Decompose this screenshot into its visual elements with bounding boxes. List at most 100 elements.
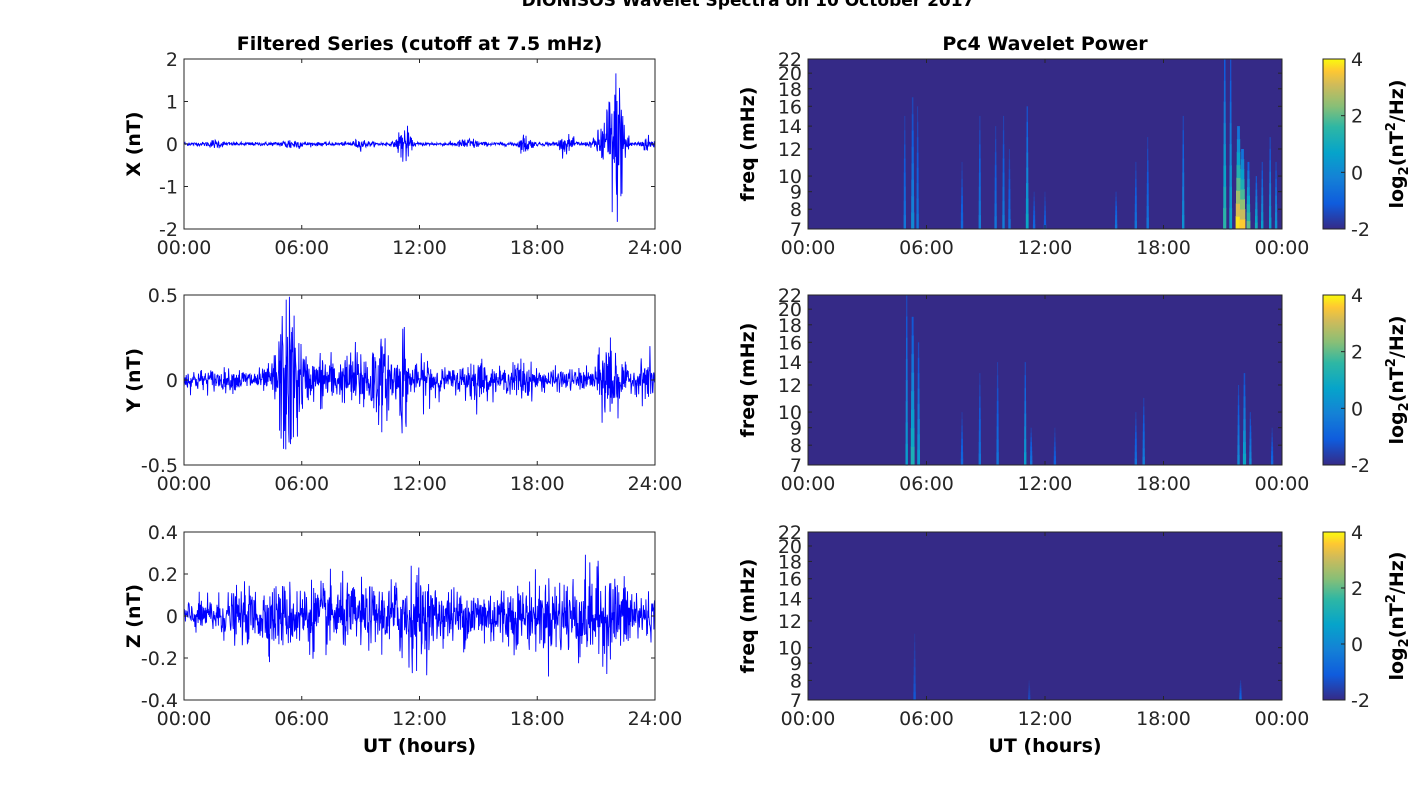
heatmap-panel-1-power-event bbox=[1223, 101, 1226, 124]
heatmap-panel-2-power-event bbox=[911, 390, 915, 410]
heatmap-panel-1-power-event bbox=[904, 144, 906, 159]
heatmap-panel-2-power-event bbox=[1271, 437, 1273, 443]
heatmap-panel-1-power-event bbox=[1261, 220, 1264, 230]
heatmap-panel-2-colorbar-label: log2(nT2/Hz) bbox=[1384, 315, 1412, 444]
heatmap-panel-1-colorbar-tick-label: 4 bbox=[1351, 49, 1363, 71]
line-panel-3-ytick-label: 0.2 bbox=[148, 564, 178, 586]
heatmap-panel-1-power-event bbox=[1002, 158, 1005, 173]
heatmap-panel-1-ytick-label: 18 bbox=[778, 79, 802, 101]
heatmap-panel-1-power-event bbox=[1255, 195, 1258, 203]
heatmap-panel-3-colorbar-tick-label: -2 bbox=[1351, 690, 1370, 712]
heatmap-panel-2-power-event bbox=[1142, 439, 1145, 449]
heatmap-panel-2-ytick-label: 14 bbox=[778, 352, 802, 374]
heatmap-panel-1-power-event bbox=[1033, 210, 1036, 216]
heatmap-panel-1-power-event bbox=[1026, 152, 1029, 169]
heatmap-panel-1-power-event bbox=[961, 178, 963, 188]
heatmap-panel-2-power-event bbox=[1030, 460, 1033, 466]
heatmap-panel-1-power-event bbox=[1261, 161, 1263, 171]
heatmap-panel-1-power-event bbox=[1255, 176, 1257, 184]
heatmap-panel-3-power-event bbox=[1028, 682, 1030, 686]
heatmap-panel-2-power-event bbox=[1135, 418, 1137, 426]
line-panel-1-ytick-label: -1 bbox=[159, 177, 178, 199]
heatmap-panel-2-power-event bbox=[1142, 448, 1145, 458]
heatmap-panel-2-power-event bbox=[1030, 451, 1033, 457]
heatmap-panel-3-xtick-label: 06:00 bbox=[899, 708, 954, 730]
heatmap-panel-1-power-event bbox=[961, 195, 963, 205]
heatmap-panel-2-ytick-label: 22 bbox=[778, 285, 802, 307]
heatmap-panel-2-power-event bbox=[1237, 425, 1240, 436]
heatmap-panel-2-power-event bbox=[1243, 384, 1246, 397]
heatmap-panel-2-power-event bbox=[1134, 438, 1137, 446]
heatmap-panel-3-ytick-label: 14 bbox=[778, 588, 802, 610]
heatmap-panel-2-power-event bbox=[979, 407, 981, 420]
heatmap-panel-2-power-event bbox=[961, 425, 963, 433]
heatmap-panel-1-power-event bbox=[1240, 179, 1245, 190]
heatmap-panel-2-power-event bbox=[1134, 451, 1137, 459]
heatmap-panel-2-power-event bbox=[979, 396, 981, 409]
heatmap-panel-3-power-event bbox=[1028, 687, 1031, 691]
heatmap-panel-2-power-event bbox=[1054, 427, 1056, 433]
heatmap-panel-1-power-event bbox=[1269, 137, 1271, 150]
heatmap-panel-1-power-event bbox=[1229, 207, 1233, 230]
heatmap-panel-2-power-event bbox=[1024, 387, 1026, 402]
heatmap-panel-1-power-event bbox=[1115, 219, 1118, 225]
heatmap-panel-1-power-event bbox=[1223, 207, 1227, 230]
heatmap-panel-3-power-event bbox=[913, 666, 916, 676]
line-panel-2-xtick-label: 00:00 bbox=[157, 473, 212, 495]
heatmap-panel-1-power-event bbox=[911, 179, 914, 197]
heatmap-panel-2-power-event bbox=[978, 419, 981, 432]
line-panel-2-xtick-label: 06:00 bbox=[274, 473, 329, 495]
heatmap-panel-1-power-event bbox=[903, 186, 906, 202]
heatmap-panel-3-power-event bbox=[913, 650, 916, 660]
heatmap-panel-1-power-event bbox=[911, 212, 915, 230]
heatmap-panel-1-power-event bbox=[903, 172, 906, 187]
heatmap-panel-2-colorbar-tick-label: 0 bbox=[1351, 398, 1363, 420]
heatmap-panel-1-power-event bbox=[1275, 161, 1277, 171]
heatmap-panel-1-power-event bbox=[1223, 122, 1226, 145]
heatmap-panel-2-power-event bbox=[905, 380, 908, 402]
heatmap-panel-1-power-event bbox=[978, 214, 981, 230]
heatmap-panel-1-power-event bbox=[1002, 172, 1005, 187]
heatmap-panel-3-xtick-label: 12:00 bbox=[1018, 708, 1073, 730]
heatmap-panel-3-power-event bbox=[1028, 680, 1030, 684]
heatmap-panel-1-power-event bbox=[1033, 196, 1035, 202]
heatmap-panel-1-power-event bbox=[1146, 217, 1149, 230]
heatmap-panel-2-power-event bbox=[1142, 456, 1145, 466]
heatmap-panel-1-power-event bbox=[1115, 191, 1117, 197]
heatmap-panel-2-ytick-label: 10 bbox=[778, 402, 802, 424]
heatmap-panel-1-ytick-label: 22 bbox=[778, 49, 802, 71]
heatmap-panel-3-xtick-label: 00:00 bbox=[781, 708, 836, 730]
heatmap-panel-2-background bbox=[808, 295, 1282, 465]
line-panel-1-xtick-label: 06:00 bbox=[274, 237, 329, 259]
line-panel-3-ytick-label: 0.4 bbox=[148, 522, 178, 544]
heatmap-panel-2-power-event bbox=[905, 401, 908, 424]
heatmap-panel-1-power-event bbox=[1008, 189, 1011, 200]
line-panel-2-xtick-label: 24:00 bbox=[628, 473, 683, 495]
line-panel-1-xtick-label: 24:00 bbox=[628, 237, 683, 259]
heatmap-panel-2-power-event bbox=[917, 357, 920, 374]
heatmap-panel-1-power-event bbox=[1246, 220, 1251, 230]
heatmap-panel-1-power-event bbox=[1269, 171, 1271, 184]
heatmap-panel-1-power-event bbox=[1275, 203, 1278, 213]
heatmap-panel-2-xtick-label: 00:00 bbox=[781, 473, 836, 495]
heatmap-panel-1-power-event bbox=[1026, 121, 1028, 138]
heatmap-panel-2-ytick-label: 8 bbox=[790, 435, 802, 457]
heatmap-panel-1-title: Pc4 Wavelet Power bbox=[942, 33, 1148, 55]
heatmap-panel-2-power-event bbox=[1030, 427, 1032, 433]
heatmap-panel-3-xtick-label: 00:00 bbox=[1255, 708, 1310, 730]
heatmap-panel-2-power-event bbox=[1237, 435, 1240, 446]
heatmap-panel-2-ytick-label: 16 bbox=[778, 332, 802, 354]
heatmap-panel-1-power-event bbox=[1146, 194, 1149, 207]
heatmap-panel-3-power-event bbox=[1239, 695, 1242, 698]
heatmap-panel-1-colorbar-label: log2(nT2/Hz) bbox=[1384, 79, 1412, 208]
heatmap-panel-2-power-event bbox=[1053, 455, 1056, 461]
heatmap-panel-1-power-event bbox=[1008, 149, 1010, 160]
heatmap-panel-1-power-event bbox=[916, 183, 919, 199]
heatmap-panel-2-power-event bbox=[1030, 455, 1033, 461]
heatmap-panel-1-power-event bbox=[1044, 210, 1046, 216]
heatmap-panel-2-power-event bbox=[1237, 445, 1240, 456]
heatmap-panel-2-power-event bbox=[978, 430, 981, 443]
heatmap-panel-3-ytick-label: 10 bbox=[778, 638, 802, 660]
heatmap-panel-2-power-event bbox=[1237, 405, 1240, 416]
heatmap-panel-3-power-event bbox=[913, 675, 916, 684]
